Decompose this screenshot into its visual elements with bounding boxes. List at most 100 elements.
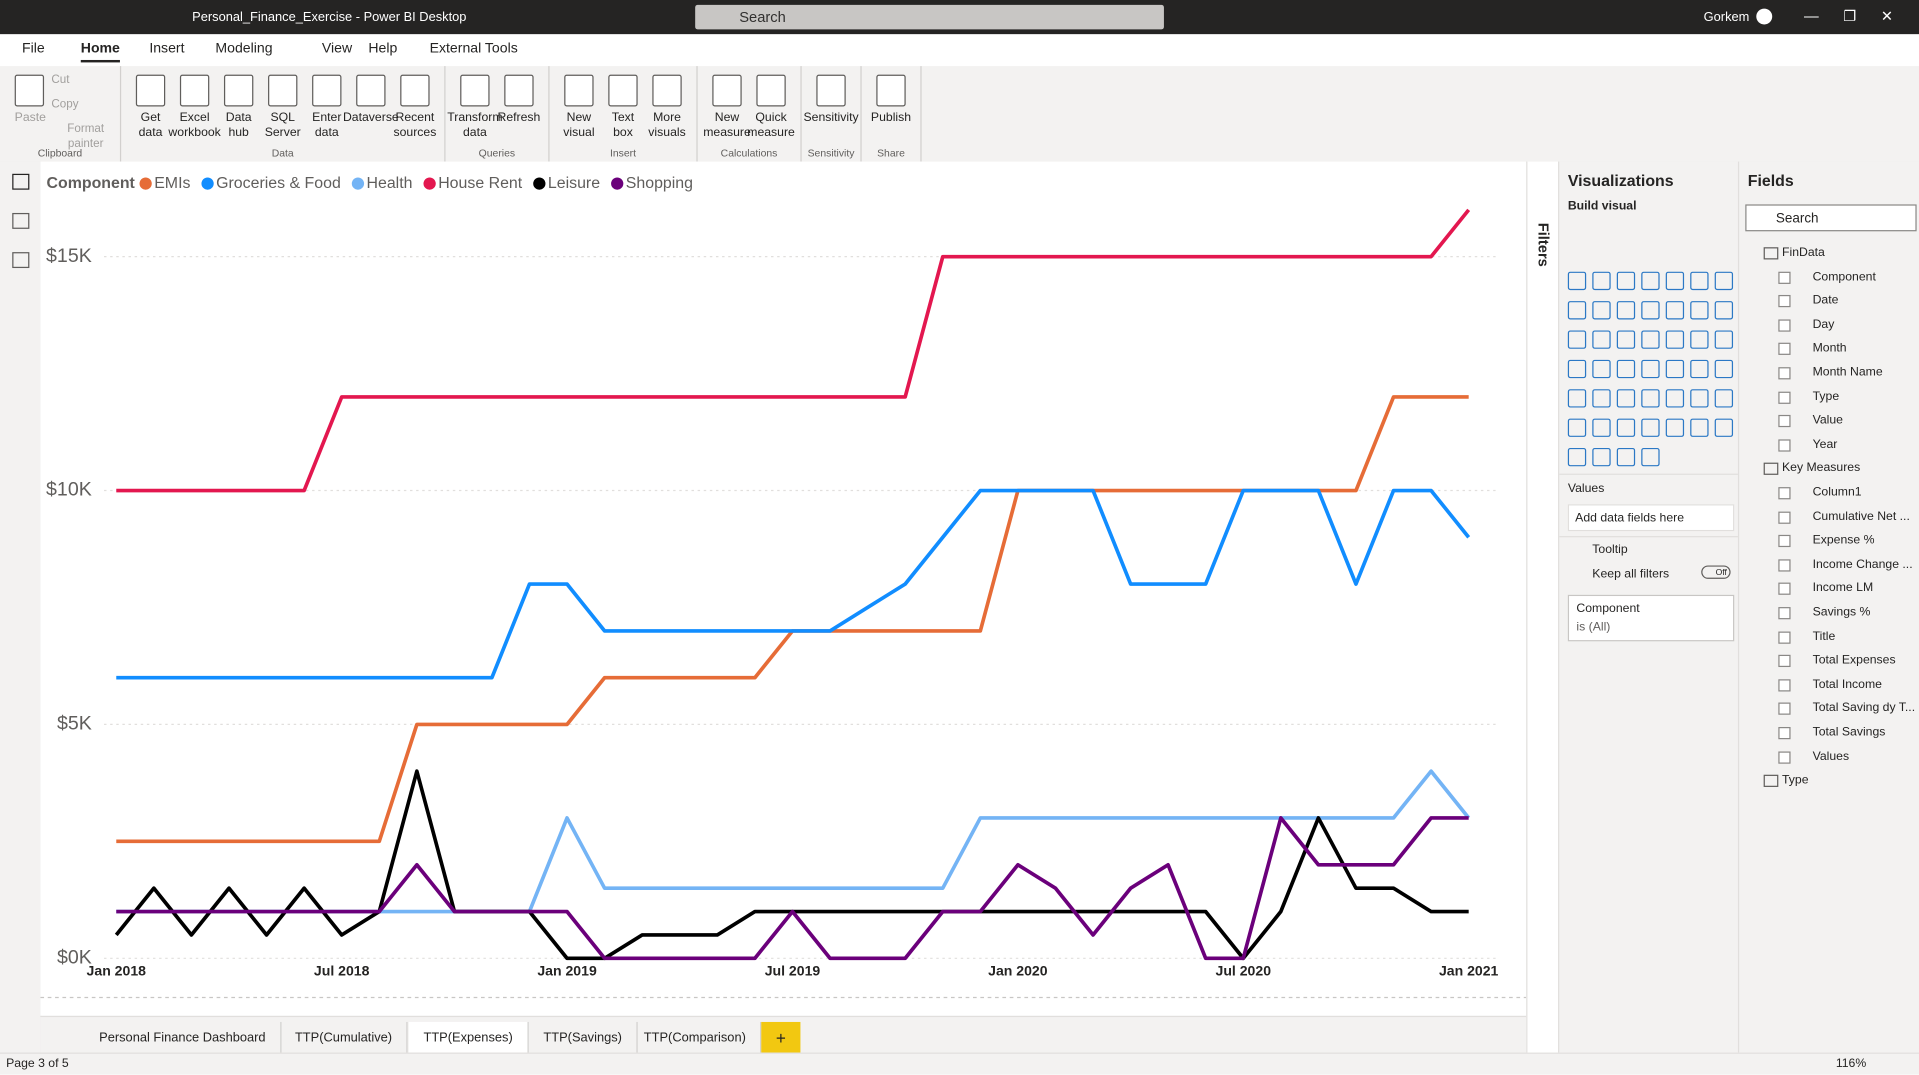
ribbon-button[interactable]: Recent sources bbox=[393, 66, 437, 161]
viz-icon[interactable] bbox=[1616, 418, 1636, 437]
search-box[interactable]: Search bbox=[695, 4, 1164, 30]
page-tab[interactable]: Personal Finance Dashboard bbox=[84, 1021, 282, 1054]
report-view[interactable] bbox=[12, 173, 30, 190]
field-checkbox[interactable] bbox=[1778, 655, 1791, 668]
field-checkbox[interactable] bbox=[1778, 726, 1791, 740]
field-checkbox[interactable] bbox=[1778, 319, 1791, 332]
viz-icon[interactable] bbox=[1592, 301, 1611, 320]
viz-icon[interactable] bbox=[1592, 359, 1611, 379]
menu-tab[interactable]: View bbox=[321, 41, 353, 57]
viz-icon[interactable] bbox=[1616, 330, 1636, 349]
field-checkbox[interactable] bbox=[1778, 631, 1791, 644]
page-tab[interactable]: TTP(Comparison) bbox=[629, 1021, 762, 1054]
field-item[interactable]: Component bbox=[1812, 269, 1876, 284]
field-item[interactable]: Income Change ... bbox=[1812, 557, 1913, 572]
menu-tab[interactable]: Help bbox=[368, 41, 398, 57]
field-item[interactable]: Total Income bbox=[1812, 677, 1882, 692]
field-checkbox[interactable] bbox=[1778, 702, 1791, 716]
ribbon-button[interactable]: Get data bbox=[129, 66, 173, 161]
field-item[interactable]: Cumulative Net ... bbox=[1812, 509, 1910, 524]
field-item[interactable]: Month Name bbox=[1812, 365, 1883, 380]
field-item[interactable]: Savings % bbox=[1812, 605, 1871, 620]
menu-tab[interactable]: File bbox=[22, 41, 45, 57]
viz-icon[interactable] bbox=[1690, 359, 1709, 379]
menu-tab[interactable]: Modeling bbox=[215, 41, 273, 57]
field-item[interactable]: Expense % bbox=[1812, 533, 1875, 548]
viz-icon[interactable] bbox=[1616, 447, 1636, 467]
viz-icon[interactable] bbox=[1714, 330, 1734, 349]
field-item[interactable]: Column1 bbox=[1812, 485, 1862, 500]
filters-pane[interactable]: Filters bbox=[1526, 161, 1560, 1053]
menu-tab[interactable]: Home bbox=[80, 42, 120, 63]
add-page[interactable]: + bbox=[761, 1021, 801, 1054]
viz-icon[interactable] bbox=[1665, 359, 1685, 379]
viz-icon[interactable] bbox=[1665, 271, 1685, 291]
viz-icon[interactable] bbox=[1641, 447, 1660, 467]
viz-icon[interactable] bbox=[1690, 418, 1709, 437]
viz-icon[interactable] bbox=[1567, 418, 1587, 437]
field-checkbox[interactable] bbox=[1778, 511, 1791, 524]
ribbon-button[interactable]: Publish bbox=[869, 66, 913, 161]
field-checkbox[interactable] bbox=[1778, 583, 1791, 596]
viz-icon[interactable] bbox=[1616, 359, 1636, 379]
field-checkbox[interactable] bbox=[1778, 439, 1791, 452]
viz-icon[interactable] bbox=[1714, 271, 1734, 291]
ribbon-button[interactable]: Paste bbox=[7, 66, 112, 161]
menu-tab[interactable]: External Tools bbox=[429, 41, 518, 57]
ribbon-button[interactable]: Quick measure bbox=[747, 66, 795, 161]
toggle[interactable]: Off bbox=[1701, 565, 1731, 579]
field-item[interactable]: Total Expenses bbox=[1812, 653, 1896, 668]
viz-icon[interactable] bbox=[1641, 389, 1660, 408]
viz-icon[interactable] bbox=[1690, 271, 1709, 291]
field-item[interactable]: Title bbox=[1812, 629, 1836, 644]
field-item[interactable]: Total Savings bbox=[1812, 725, 1886, 740]
field-item[interactable]: Type bbox=[1812, 389, 1840, 404]
viz-icon[interactable] bbox=[1690, 389, 1709, 408]
ribbon-button[interactable]: Dataverse bbox=[343, 66, 399, 161]
ribbon-button[interactable]: Copy bbox=[51, 98, 78, 113]
filter-card[interactable]: Component is (All) bbox=[1567, 594, 1735, 642]
field-table[interactable]: Key Measures bbox=[1781, 461, 1861, 476]
field-checkbox[interactable] bbox=[1778, 607, 1791, 620]
menu-tab[interactable]: Insert bbox=[149, 41, 185, 57]
viz-icon[interactable] bbox=[1567, 389, 1587, 408]
viz-icon[interactable] bbox=[1567, 330, 1587, 349]
ribbon-button[interactable]: Format painter bbox=[51, 122, 120, 151]
viz-icon[interactable] bbox=[1592, 271, 1611, 291]
ribbon-button[interactable]: More visuals bbox=[645, 66, 689, 161]
field-checkbox[interactable] bbox=[1778, 679, 1791, 692]
field-item[interactable]: Total Saving dy T... bbox=[1812, 701, 1916, 716]
viz-icon[interactable] bbox=[1592, 389, 1611, 408]
field-checkbox[interactable] bbox=[1778, 391, 1791, 404]
viz-icon[interactable] bbox=[1641, 301, 1660, 320]
field-checkbox[interactable] bbox=[1778, 750, 1791, 764]
viz-icon[interactable] bbox=[1714, 301, 1734, 320]
field-checkbox[interactable] bbox=[1778, 367, 1791, 380]
data-view[interactable] bbox=[12, 212, 30, 229]
field-checkbox[interactable] bbox=[1778, 559, 1791, 572]
values-drop[interactable]: Add data fields here bbox=[1567, 504, 1735, 532]
ribbon-button[interactable]: Transform data bbox=[447, 66, 503, 161]
viz-icon[interactable] bbox=[1567, 359, 1587, 379]
window-controls[interactable]: — ❐ ✕ bbox=[1804, 7, 1894, 25]
field-item[interactable]: Year bbox=[1812, 437, 1838, 452]
viz-icon[interactable] bbox=[1714, 359, 1734, 379]
ribbon-button[interactable]: Data hub bbox=[217, 66, 261, 161]
field-checkbox[interactable] bbox=[1778, 535, 1791, 548]
viz-icon[interactable] bbox=[1592, 447, 1611, 467]
build-visual[interactable]: Build visual bbox=[1567, 199, 1637, 213]
viz-icon[interactable] bbox=[1616, 271, 1636, 291]
page-tab[interactable]: TTP(Cumulative) bbox=[280, 1021, 408, 1054]
ribbon-button[interactable]: New visual bbox=[557, 66, 601, 161]
viz-icon[interactable] bbox=[1641, 271, 1660, 291]
viz-icon[interactable] bbox=[1665, 418, 1685, 437]
viz-icon[interactable] bbox=[1641, 359, 1660, 379]
viz-icon[interactable] bbox=[1665, 330, 1685, 349]
ribbon-button[interactable]: SQL Server bbox=[261, 66, 305, 161]
viz-icon[interactable] bbox=[1714, 418, 1734, 437]
field-checkbox[interactable] bbox=[1778, 487, 1791, 500]
viz-icon[interactable] bbox=[1665, 389, 1685, 408]
field-table[interactable]: Type bbox=[1781, 773, 1809, 788]
viz-icon[interactable] bbox=[1592, 330, 1611, 349]
viz-icon[interactable] bbox=[1567, 447, 1587, 467]
